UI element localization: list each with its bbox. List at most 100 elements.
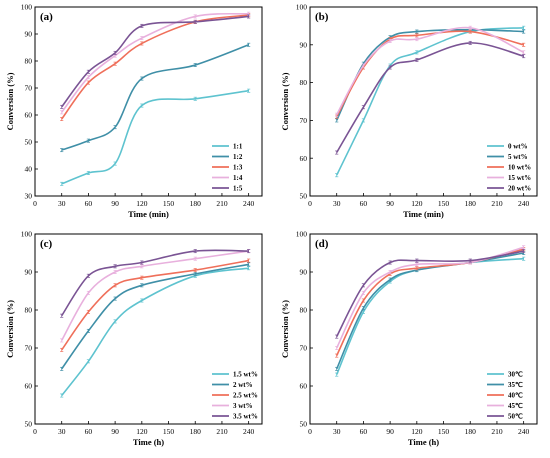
x-tick-label: 210 (216, 199, 228, 208)
x-tick-label: 30 (333, 199, 341, 208)
y-tick-label: 60 (300, 154, 308, 163)
x-tick-label: 30 (333, 427, 341, 436)
x-axis-title: Time (h) (133, 437, 164, 447)
legend-label: 2.5 wt% (233, 392, 258, 400)
y-tick-label: 70 (300, 344, 308, 353)
y-tick-label: 100 (296, 230, 308, 239)
y-tick-label: 60 (25, 382, 33, 391)
y-tick-label: 50 (300, 420, 308, 429)
x-tick-label: 60 (360, 199, 368, 208)
x-tick-label: 90 (386, 199, 394, 208)
legend-label: 40℃ (508, 392, 523, 400)
y-tick-label: 50 (300, 192, 308, 201)
x-tick-label: 150 (163, 427, 175, 436)
plot-frame (34, 233, 263, 425)
x-tick-label: 120 (411, 199, 423, 208)
series-line (335, 246, 524, 349)
legend-label: 1:4 (233, 174, 243, 182)
series-line (61, 250, 249, 341)
series-line (335, 26, 524, 176)
panel-label: (b) (315, 11, 329, 23)
y-tick-label: 100 (21, 230, 33, 239)
series-line (336, 250, 524, 337)
x-axis-title: Time (min) (128, 209, 169, 219)
x-tick-label: 240 (518, 427, 530, 436)
plot-frame (309, 6, 538, 197)
y-tick-label: 90 (300, 268, 308, 277)
x-tick-label: 150 (163, 199, 175, 208)
legend-label: 3.5 wt% (233, 413, 258, 421)
x-tick-label: 180 (190, 199, 202, 208)
series-line (61, 15, 249, 108)
legend-label: 15 wt% (508, 174, 531, 182)
y-axis-title: Conversion (%) (5, 72, 15, 130)
y-tick-label: 50 (25, 138, 33, 147)
panel-label: (a) (40, 11, 53, 23)
x-tick-label: 150 (438, 199, 450, 208)
x-tick-label: 240 (518, 199, 530, 208)
x-tick-label: 180 (190, 427, 202, 436)
y-tick-label: 80 (25, 306, 33, 315)
x-tick-label: 90 (386, 427, 394, 436)
x-tick-label: 150 (438, 427, 450, 436)
series-line (61, 249, 249, 317)
legend-label: 45℃ (508, 402, 523, 410)
series-line (336, 30, 524, 118)
plot-frame (34, 6, 263, 197)
legend-label: 1:2 (233, 153, 243, 161)
panel-3: 0 30 60 90 120 150 180 210 240 50 60 70 80 90 100 Time … (5, 230, 263, 447)
legend-label: 1:3 (233, 164, 243, 172)
x-tick-label: 60 (85, 199, 93, 208)
y-tick-label: 60 (25, 111, 33, 120)
x-tick-label: 90 (111, 199, 119, 208)
x-tick-label: 120 (136, 199, 148, 208)
x-tick-label: 0 (33, 199, 37, 208)
legend-label: 50℃ (508, 413, 523, 421)
x-tick-label: 60 (360, 427, 368, 436)
x-tick-label: 90 (111, 427, 119, 436)
legend-label: 3 wt% (233, 402, 253, 410)
x-tick-label: 240 (243, 427, 255, 436)
plot-frame (309, 233, 538, 425)
legend-label: 10 wt% (508, 164, 531, 172)
x-tick-label: 180 (465, 199, 477, 208)
y-tick-label: 60 (300, 382, 308, 391)
y-tick-label: 80 (300, 78, 308, 87)
y-tick-label: 90 (300, 40, 308, 49)
y-tick-label: 40 (25, 165, 33, 174)
series-line (61, 89, 249, 185)
y-tick-label: 100 (296, 3, 308, 12)
x-tick-label: 180 (465, 427, 477, 436)
x-tick-label: 0 (308, 427, 312, 436)
y-tick-label: 70 (25, 344, 33, 353)
legend-label: 1:1 (233, 143, 243, 151)
series-line (61, 263, 249, 370)
series-line (336, 26, 524, 116)
series-line (336, 42, 524, 153)
legend-label: 35℃ (508, 381, 523, 389)
y-tick-label: 30 (25, 192, 33, 201)
legend-label: 20 wt% (508, 185, 531, 193)
legend-label: 0 wt% (508, 143, 528, 151)
series-line (61, 259, 249, 351)
x-tick-label: 120 (411, 427, 423, 436)
x-tick-label: 60 (85, 427, 93, 436)
series-line (335, 257, 524, 375)
panel-4: 0 30 60 90 120 150 180 210 240 50 60 70 80 90 100 Time … (280, 230, 538, 447)
legend-label: 30℃ (508, 371, 523, 379)
y-tick-label: 50 (25, 420, 33, 429)
x-tick-label: 30 (58, 427, 66, 436)
y-tick-label: 90 (25, 30, 33, 39)
y-tick-label: 70 (300, 116, 308, 125)
x-axis-title: Time (h) (408, 437, 439, 447)
series-line (61, 12, 249, 113)
x-tick-label: 240 (243, 199, 255, 208)
x-tick-label: 210 (216, 427, 228, 436)
x-tick-label: 0 (308, 199, 312, 208)
legend-label: 2 wt% (233, 381, 253, 389)
y-tick-label: 80 (300, 306, 308, 315)
series-line (61, 267, 249, 396)
legend-label: 5 wt% (508, 153, 528, 161)
x-tick-label: 30 (58, 199, 66, 208)
